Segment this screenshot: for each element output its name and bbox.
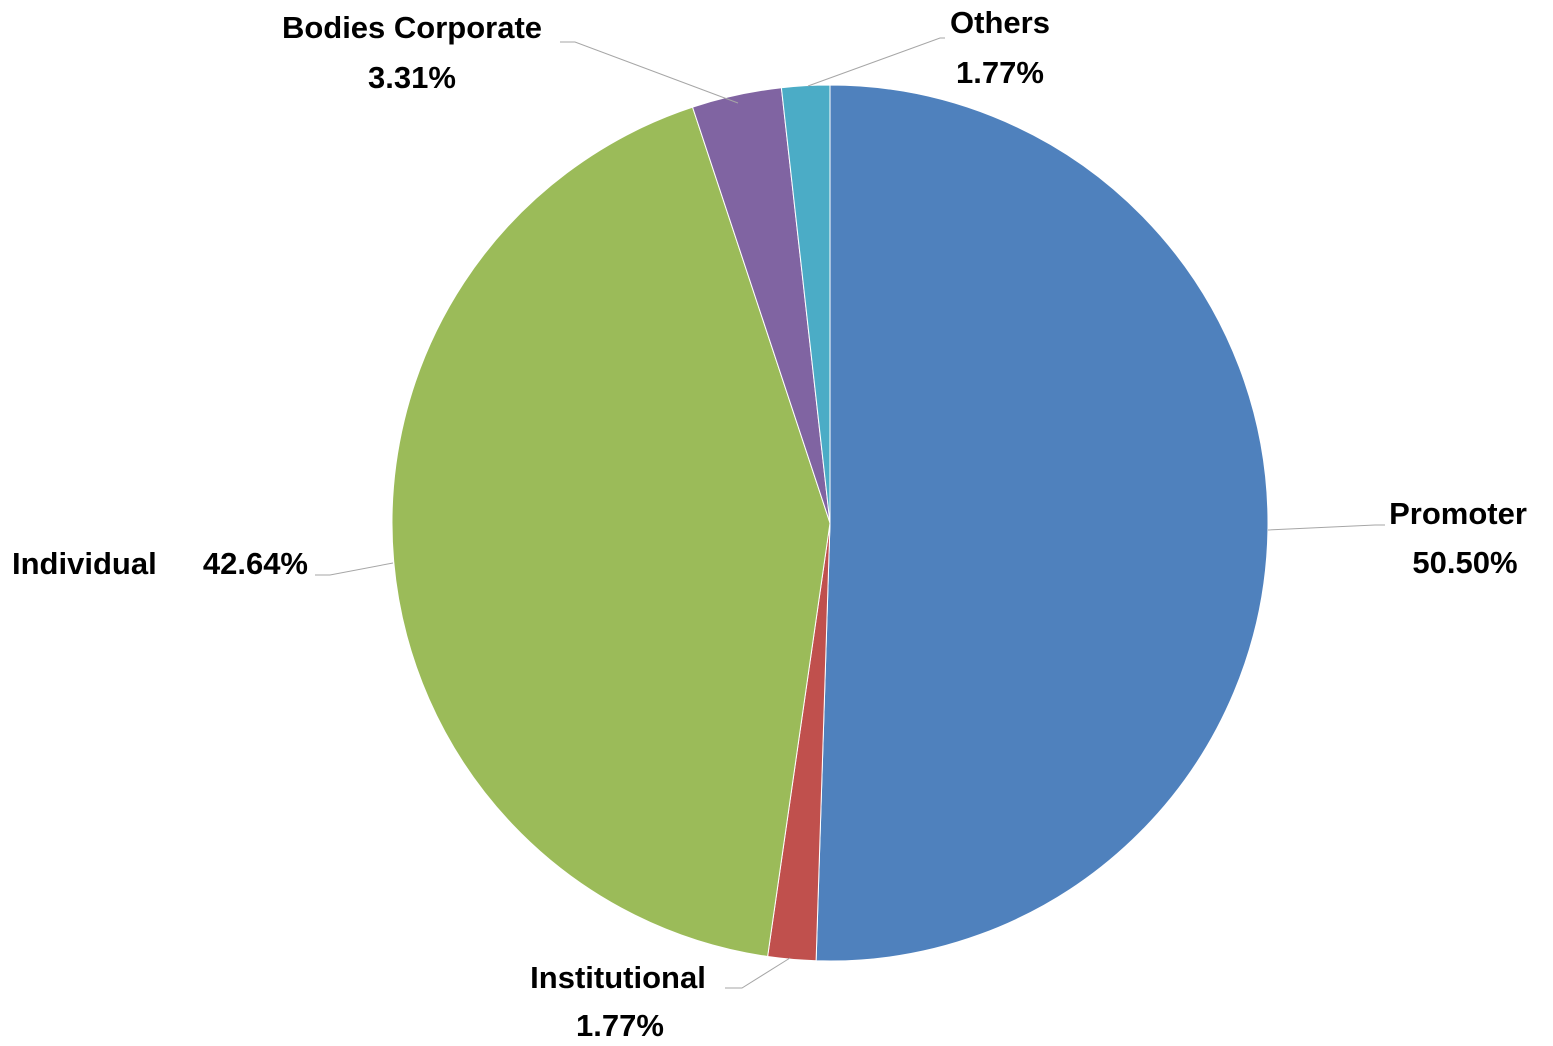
leader-line [315, 562, 394, 576]
slice-label: Institutional [530, 960, 706, 995]
slice-value-label: 1.77% [576, 1008, 664, 1043]
slice-value-label: 42.64% [203, 546, 308, 581]
slice-value-label: 1.77% [956, 55, 1044, 90]
slice-label: Promoter [1389, 496, 1527, 531]
leader-line [1267, 524, 1385, 531]
slice-label: Others [950, 5, 1050, 40]
slice-label: Bodies Corporate [282, 10, 542, 45]
pie-slice [391, 106, 831, 958]
slice-value-label: 50.50% [1412, 545, 1517, 580]
leader-line [807, 37, 945, 87]
leader-line [725, 957, 791, 989]
pie-slice [780, 84, 831, 524]
pie-slice [815, 84, 1269, 962]
slice-value-label: 3.31% [368, 60, 456, 95]
slice-label: Individual [12, 546, 157, 581]
leader-line [560, 41, 739, 104]
